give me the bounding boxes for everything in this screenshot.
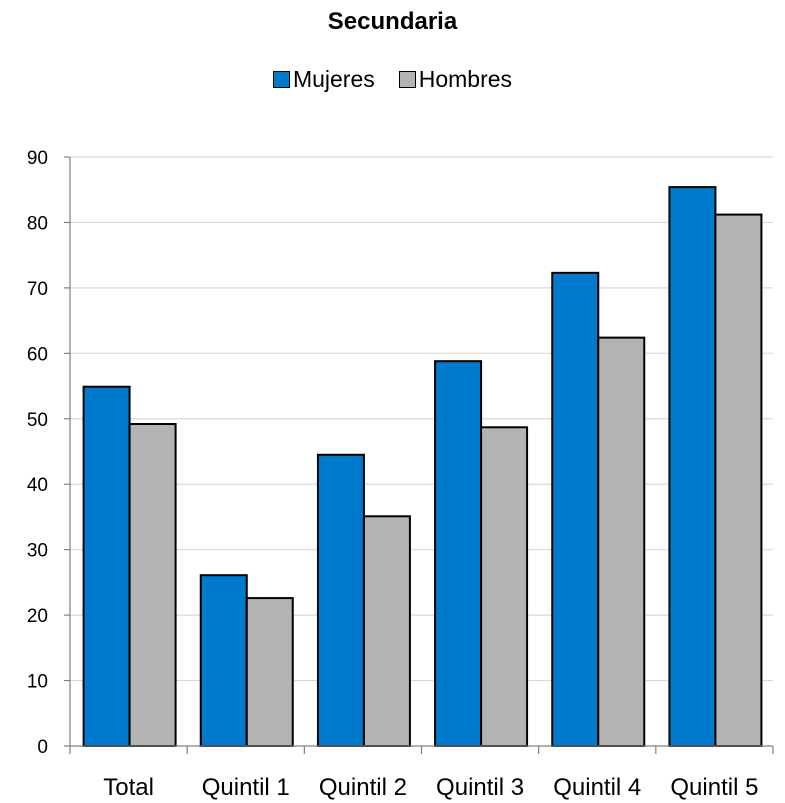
bar-hombres-quintil-2 — [362, 515, 411, 747]
x-category-label: Quintil 4 — [553, 774, 641, 801]
legend: Mujeres Hombres — [0, 66, 785, 93]
x-category-label: Quintil 5 — [670, 774, 758, 801]
x-category-label: Total — [103, 774, 154, 801]
bar-mujeres-quintil-5 — [668, 186, 717, 748]
x-category-label: Quintil 2 — [319, 774, 407, 801]
bar-mujeres-quintil-3 — [434, 360, 483, 747]
y-tick-label: 70 — [27, 279, 48, 300]
y-tick-label: 30 — [27, 541, 48, 562]
bar-hombres-quintil-4 — [597, 336, 646, 747]
bar-mujeres-quintil-1 — [199, 574, 248, 747]
y-tick-label: 40 — [27, 475, 48, 496]
y-tick-label: 50 — [27, 410, 48, 431]
y-tick-label: 10 — [27, 672, 48, 693]
legend-item-mujeres: Mujeres — [272, 66, 375, 93]
legend-label-mujeres: Mujeres — [292, 66, 375, 92]
bar-hombres-quintil-5 — [714, 213, 763, 747]
y-tick-label: 0 — [37, 737, 48, 758]
y-tick-label: 80 — [27, 213, 48, 234]
legend-swatch-hombres — [398, 71, 416, 88]
x-category-label: Quintil 1 — [202, 774, 290, 801]
y-tick-label: 60 — [27, 344, 48, 365]
chart-title: Secundaria — [327, 8, 458, 35]
legend-label-hombres: Hombres — [418, 66, 513, 92]
y-tick-label: 90 — [27, 148, 48, 169]
bar-mujeres-quintil-4 — [551, 271, 600, 747]
legend-item-hombres: Hombres — [398, 66, 513, 93]
x-category-label: Quintil 3 — [436, 774, 524, 801]
bar-mujeres-total — [82, 385, 131, 747]
bar-mujeres-quintil-2 — [316, 453, 365, 747]
bar-hombres-total — [128, 423, 177, 747]
y-tick-label: 20 — [27, 606, 48, 627]
bar-hombres-quintil-3 — [480, 426, 529, 747]
legend-swatch-mujeres — [272, 71, 290, 88]
bar-hombres-quintil-1 — [245, 597, 294, 748]
